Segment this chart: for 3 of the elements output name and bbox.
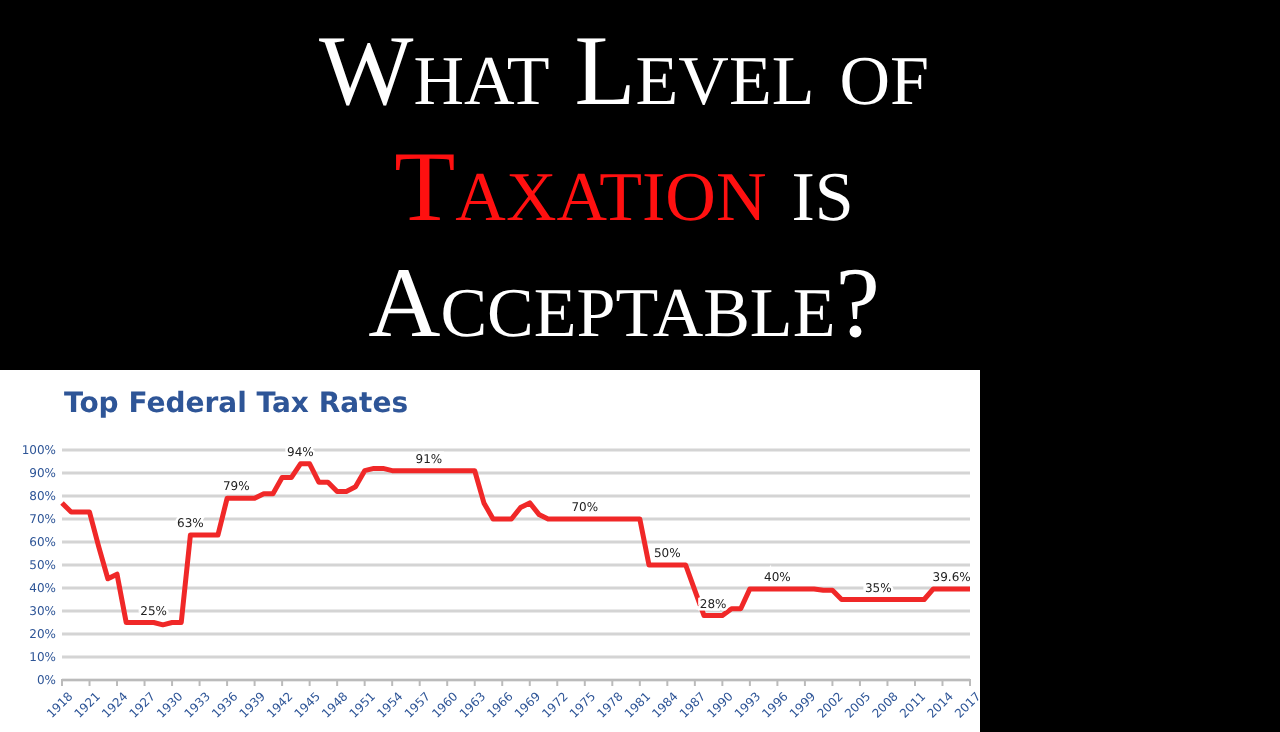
chart-subtitle: Top Federal Tax Rates — [64, 388, 409, 420]
line-series — [59, 461, 973, 628]
chart-title: What Level of Taxation is Acceptable? — [319, 14, 929, 358]
